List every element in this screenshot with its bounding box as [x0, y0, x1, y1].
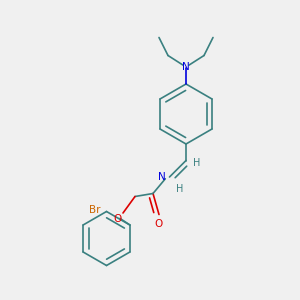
Text: Br: Br [89, 205, 100, 215]
Text: N: N [158, 172, 166, 182]
Text: H: H [194, 158, 201, 169]
Text: O: O [155, 219, 163, 229]
Text: H: H [176, 184, 184, 194]
Text: O: O [113, 214, 122, 224]
Text: N: N [182, 62, 190, 73]
